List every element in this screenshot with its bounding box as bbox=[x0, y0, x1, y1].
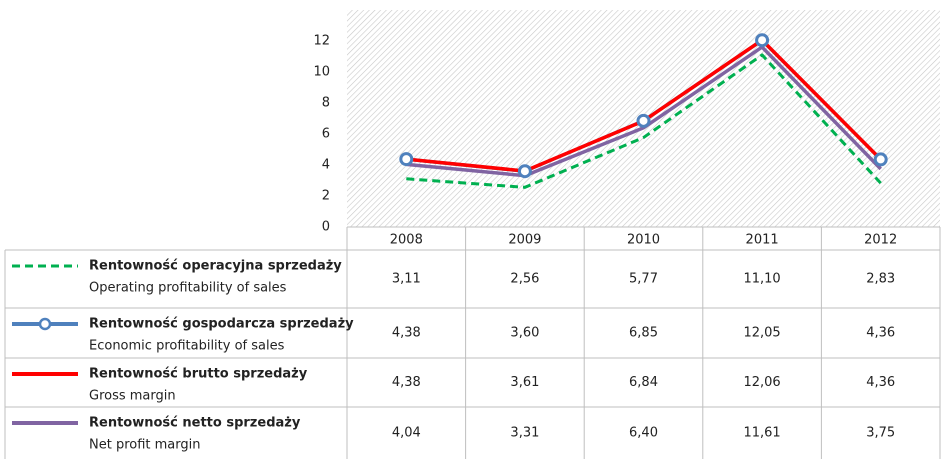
table-value: 3,61 bbox=[510, 375, 539, 390]
y-tick-label: 2 bbox=[322, 189, 330, 204]
x-tick-label: 2009 bbox=[508, 233, 541, 248]
table-value: 6,40 bbox=[629, 426, 658, 441]
legend-label: Rentowność brutto sprzedaży bbox=[89, 367, 308, 382]
table-value: 3,31 bbox=[510, 426, 539, 441]
table-value: 2,56 bbox=[510, 272, 539, 287]
table-value: 4,36 bbox=[866, 375, 895, 390]
table-value: 11,61 bbox=[743, 426, 780, 441]
legend-label: Rentowność operacyjna sprzedaży bbox=[89, 259, 342, 274]
table-value: 5,77 bbox=[629, 272, 658, 287]
table-value: 3,75 bbox=[866, 426, 895, 441]
table-value: 6,85 bbox=[629, 326, 658, 341]
table-value: 3,60 bbox=[510, 326, 539, 341]
table-value: 4,36 bbox=[866, 326, 895, 341]
legend-label: Rentowność netto sprzedaży bbox=[89, 416, 301, 431]
table-value: 12,05 bbox=[743, 326, 780, 341]
x-tick-label: 2008 bbox=[390, 233, 423, 248]
legend-label: Rentowność gospodarcza sprzedaży bbox=[89, 317, 354, 332]
series-marker bbox=[517, 164, 532, 179]
x-tick-label: 2010 bbox=[627, 233, 660, 248]
table-value: 4,38 bbox=[392, 326, 421, 341]
y-tick-label: 8 bbox=[322, 96, 330, 111]
y-tick-label: 10 bbox=[313, 65, 330, 80]
y-tick-label: 12 bbox=[313, 34, 330, 49]
y-tick-label: 6 bbox=[322, 127, 330, 142]
y-tick-label: 0 bbox=[322, 220, 330, 235]
series-marker bbox=[755, 33, 770, 48]
x-tick-label: 2012 bbox=[864, 233, 897, 248]
series-marker bbox=[636, 113, 651, 128]
series-marker bbox=[873, 152, 888, 167]
table-value: 4,38 bbox=[392, 375, 421, 390]
legend-label-en: Economic profitability of sales bbox=[89, 339, 285, 354]
legend-label-en: Gross margin bbox=[89, 389, 176, 404]
table-value: 3,11 bbox=[392, 272, 421, 287]
table-value: 12,06 bbox=[743, 375, 780, 390]
table-value: 2,83 bbox=[866, 272, 895, 287]
legend-marker bbox=[38, 317, 52, 331]
y-tick-label: 4 bbox=[322, 158, 330, 173]
table-value: 4,04 bbox=[392, 426, 421, 441]
legend-label-en: Operating profitability of sales bbox=[89, 281, 287, 296]
legend-label-en: Net profit margin bbox=[89, 438, 200, 453]
x-tick-label: 2011 bbox=[746, 233, 779, 248]
series-marker bbox=[399, 152, 414, 167]
series-line bbox=[406, 53, 882, 189]
table-value: 6,84 bbox=[629, 375, 658, 390]
table-value: 11,10 bbox=[743, 272, 780, 287]
